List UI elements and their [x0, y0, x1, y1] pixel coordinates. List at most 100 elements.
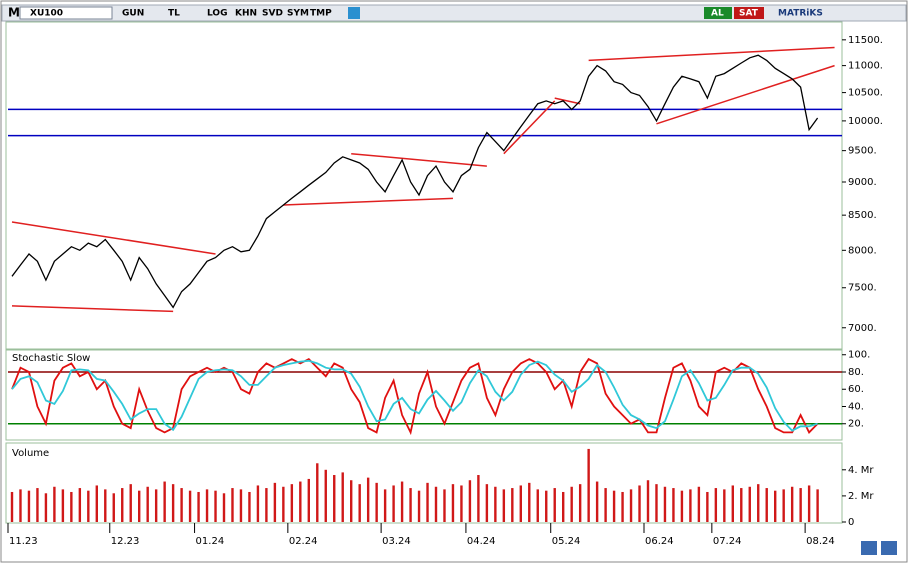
- volume-bar: [731, 485, 734, 522]
- y-tick-label: 7500.: [848, 283, 877, 294]
- volume-bar: [485, 484, 489, 522]
- button[interactable]: GUN: [122, 9, 144, 19]
- x-tick-label: 07.24: [713, 536, 742, 547]
- volume-bar: [112, 493, 115, 522]
- y-tick-label: 0: [848, 517, 854, 528]
- volume-bar: [799, 488, 802, 522]
- volume-bar: [350, 480, 353, 522]
- symbol-box[interactable]: [19, 6, 113, 20]
- volume-bar: [562, 491, 565, 522]
- x-tick-label: 11.23: [9, 536, 38, 547]
- x-tick-label: 08.24: [806, 536, 835, 547]
- stoch-panel: [5, 349, 843, 441]
- volume-bar: [265, 488, 268, 522]
- twitter-icon[interactable]: [348, 7, 360, 19]
- toolbar: [1, 4, 907, 22]
- logo: M: [8, 6, 20, 20]
- volume-bar: [621, 491, 624, 522]
- volume-bar: [816, 489, 819, 522]
- volume-bar: [409, 488, 412, 522]
- volume-bar: [468, 480, 472, 522]
- volume-bar: [205, 489, 209, 522]
- y-tick-label: 20.: [848, 419, 864, 430]
- volume-bar: [680, 490, 684, 522]
- y-tick-label: 60.: [848, 384, 864, 395]
- volume-bar: [358, 484, 361, 522]
- sell-box[interactable]: [734, 7, 764, 19]
- volume-bar: [87, 490, 90, 522]
- volume-bar: [299, 481, 302, 522]
- volume-bar: [511, 488, 514, 522]
- volume-bar: [570, 486, 573, 522]
- volume-bar: [129, 484, 132, 522]
- price-panel: [5, 21, 843, 350]
- y-tick-label: 11500.: [848, 35, 883, 46]
- x-tick-label: 03.24: [382, 536, 411, 547]
- volume-bar: [19, 489, 22, 522]
- volume-bar: [723, 489, 726, 522]
- volume-bar: [27, 490, 31, 522]
- x-tick-label: 06.24: [645, 536, 674, 547]
- y-tick-label: 2. Mr: [848, 491, 874, 502]
- volume-bar: [70, 491, 73, 522]
- volume-bar: [494, 486, 497, 522]
- button[interactable]: LOG: [207, 9, 227, 19]
- x-tick-label: 05.24: [552, 536, 581, 547]
- button[interactable]: TMP: [310, 9, 332, 19]
- button[interactable]: SVD: [262, 9, 283, 19]
- volume-bar: [36, 488, 39, 522]
- volume-bar: [316, 463, 319, 522]
- button[interactable]: SYM: [287, 9, 309, 19]
- sell: SAT: [739, 9, 759, 19]
- volume-bar: [748, 486, 751, 522]
- volume-bar: [392, 485, 395, 522]
- volume-bar: [536, 489, 539, 522]
- volume-bar: [53, 486, 56, 522]
- volume-bar: [231, 488, 234, 522]
- volume-bar: [197, 491, 200, 522]
- volume-bar: [222, 493, 226, 522]
- volume-bar: [324, 469, 327, 522]
- trend-line: [11, 221, 216, 255]
- trend-line: [283, 197, 453, 206]
- volume-bar: [477, 475, 480, 522]
- volume-bar: [587, 448, 590, 522]
- volume-bar: [44, 493, 48, 522]
- y-tick-label: 10500.: [848, 88, 883, 99]
- volume-bar: [638, 485, 641, 522]
- volume-bar: [807, 485, 811, 522]
- volume-bar: [740, 488, 743, 522]
- volume-bar: [417, 490, 421, 522]
- volume-bar: [689, 489, 692, 522]
- volume-bar: [545, 490, 548, 522]
- volume-bar: [307, 478, 310, 522]
- y-tick-label: 80.: [848, 367, 864, 378]
- volume-bar: [333, 475, 336, 522]
- volume-bar: [138, 490, 141, 522]
- volume-bar: [104, 489, 107, 522]
- x-tick-label: 02.24: [289, 536, 318, 547]
- volume-bar: [519, 485, 522, 522]
- trend-line: [351, 152, 487, 167]
- volume-bar: [121, 488, 124, 522]
- button[interactable]: KHN: [235, 9, 257, 19]
- nav-icon[interactable]: [861, 541, 877, 555]
- trend-line: [503, 100, 556, 155]
- nav-icon[interactable]: [881, 541, 897, 555]
- y-tick-label: 9500.: [848, 146, 877, 157]
- volume-bar: [10, 491, 14, 522]
- volume-bar: [604, 488, 607, 522]
- button[interactable]: TL: [168, 9, 180, 19]
- volume-bar: [282, 486, 285, 522]
- y-tick-label: 8500.: [848, 210, 877, 221]
- volume-bar: [646, 480, 650, 522]
- volume-bar: [273, 482, 277, 522]
- volume-bar: [706, 491, 709, 522]
- volume-bar: [697, 486, 701, 522]
- volume-bar: [214, 490, 217, 522]
- volume-bar: [451, 484, 455, 522]
- volume-bar: [95, 485, 98, 522]
- buy-box[interactable]: [704, 7, 732, 19]
- volume-bar: [629, 489, 633, 522]
